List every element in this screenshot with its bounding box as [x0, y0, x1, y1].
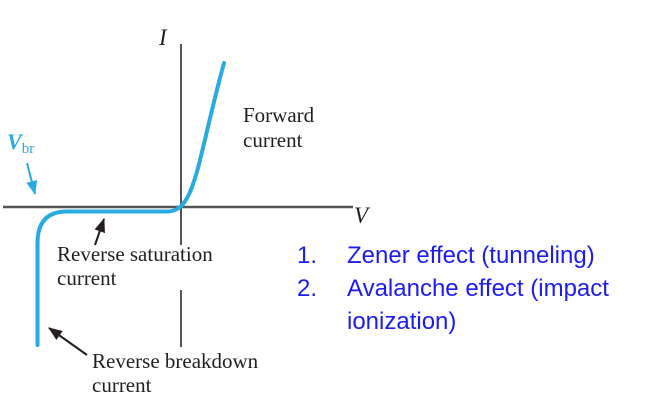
reverse-saturation-label-line2: current	[57, 266, 117, 290]
list-item-text: Zener effect (tunneling)	[347, 242, 595, 269]
forward-current-label: Forward current	[243, 103, 314, 153]
breakdown-voltage-label: Vbr	[7, 129, 34, 157]
y-axis-label: I	[159, 25, 167, 50]
reverse-breakdown-label-line2: current	[92, 373, 152, 397]
reverse-breakdown-label-line1: Reverse breakdown	[92, 349, 259, 373]
list-item: 2. Avalanche effect (impact ionization)	[297, 272, 649, 338]
reverse-saturation-current-label: Reverse saturation current	[57, 242, 213, 290]
list-item-text: Avalanche effect (impact ionization)	[347, 275, 609, 335]
list-item-number: 1.	[297, 242, 318, 269]
vbr-arrow	[26, 162, 38, 195]
iv-curve	[35, 61, 226, 347]
forward-current-label-line1: Forward	[243, 103, 315, 127]
reverse-breakdown-current-label: Reverse breakdown current	[92, 349, 258, 397]
reverse-saturation-label-line1: Reverse saturation	[57, 242, 213, 266]
reverse-saturation-arrow	[94, 218, 105, 246]
reverse-breakdown-arrow	[48, 327, 88, 356]
breakdown-voltage-subscript: br	[21, 141, 35, 157]
breakdown-mechanisms-list: 1. Zener effect (tunneling) 2. Avalanche…	[297, 239, 649, 338]
x-axis-label: V	[354, 203, 369, 228]
list-item: 1. Zener effect (tunneling)	[297, 239, 649, 272]
list-item-number: 2.	[297, 275, 318, 302]
forward-current-label-line2: current	[243, 128, 303, 152]
breakdown-voltage-symbol: V	[7, 129, 22, 154]
